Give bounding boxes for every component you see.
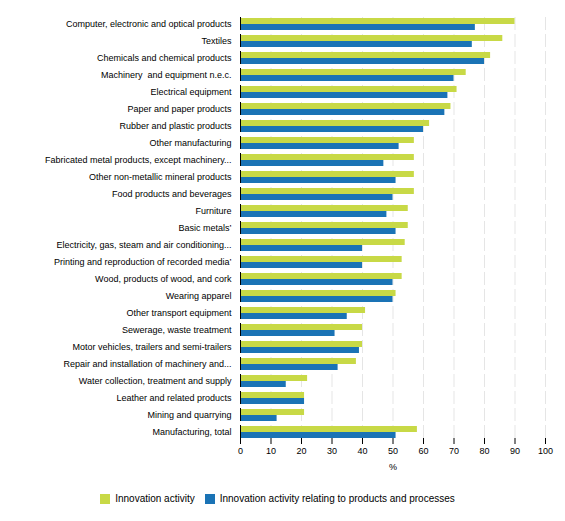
svg-text:100: 100 xyxy=(538,446,553,456)
svg-text:20: 20 xyxy=(296,446,306,456)
svg-text:90: 90 xyxy=(510,446,520,456)
svg-text:Manufacturing, total: Manufacturing, total xyxy=(152,427,231,437)
svg-text:60: 60 xyxy=(418,446,428,456)
svg-text:Machinery and equipment n.e.c: Machinery and equipment n.e.c. xyxy=(101,70,232,80)
svg-text:Wood, products of wood, and co: Wood, products of wood, and cork xyxy=(95,274,232,284)
svg-text:Sewerage, waste treatment: Sewerage, waste treatment xyxy=(122,325,232,335)
svg-text:Fabricated metal products, exc: Fabricated metal products, except machin… xyxy=(45,155,231,165)
svg-text:Chemicals and chemical product: Chemicals and chemical products xyxy=(97,53,232,63)
svg-text:0: 0 xyxy=(238,446,243,456)
svg-text:Food products and beverages: Food products and beverages xyxy=(112,189,232,199)
svg-text:Other non-metallic mineral pro: Other non-metallic mineral products xyxy=(89,172,232,182)
svg-text:Leather and related products: Leather and related products xyxy=(116,393,232,403)
html-text:Innovation activity: Innovation activity xyxy=(115,493,195,504)
svg-text:Basic metals’: Basic metals’ xyxy=(178,223,231,233)
svg-text:Electricity, gas, steam and ai: Electricity, gas, steam and air conditio… xyxy=(57,240,232,250)
svg-text:Wearing apparel: Wearing apparel xyxy=(166,291,232,301)
svg-text:Other transport equipment: Other transport equipment xyxy=(126,308,232,318)
svg-text:Textiles: Textiles xyxy=(201,36,232,46)
svg-text:70: 70 xyxy=(449,446,459,456)
svg-text:Paper and paper products: Paper and paper products xyxy=(127,104,232,114)
svg-text:%: % xyxy=(389,462,397,472)
svg-text:Motor vehicles, trailers and s: Motor vehicles, trailers and semi-traile… xyxy=(72,342,232,352)
svg-text:Printing and reproduction of r: Printing and reproduction of recorded me… xyxy=(54,257,232,267)
svg-text:30: 30 xyxy=(327,446,337,456)
svg-text:40: 40 xyxy=(357,446,367,456)
svg-text:80: 80 xyxy=(479,446,489,456)
svg-text:Electrical equipment: Electrical equipment xyxy=(150,87,232,97)
svg-text:Furniture: Furniture xyxy=(195,206,231,216)
svg-text:Repair and installation of mac: Repair and installation of machinery and… xyxy=(63,359,231,369)
svg-text:50: 50 xyxy=(388,446,398,456)
svg-text:Rubber and plastic products: Rubber and plastic products xyxy=(119,121,232,131)
svg-text:10: 10 xyxy=(266,446,276,456)
svg-text:Water collection, treatment an: Water collection, treatment and supply xyxy=(79,376,232,386)
svg-text:Computer, electronic and optic: Computer, electronic and optical product… xyxy=(66,19,232,29)
svg-text:Mining and quarrying: Mining and quarrying xyxy=(147,410,231,420)
html-text:Innovation activity relating t: Innovation activity relating to products… xyxy=(219,493,455,504)
svg-text:Other manufacturing: Other manufacturing xyxy=(149,138,231,148)
